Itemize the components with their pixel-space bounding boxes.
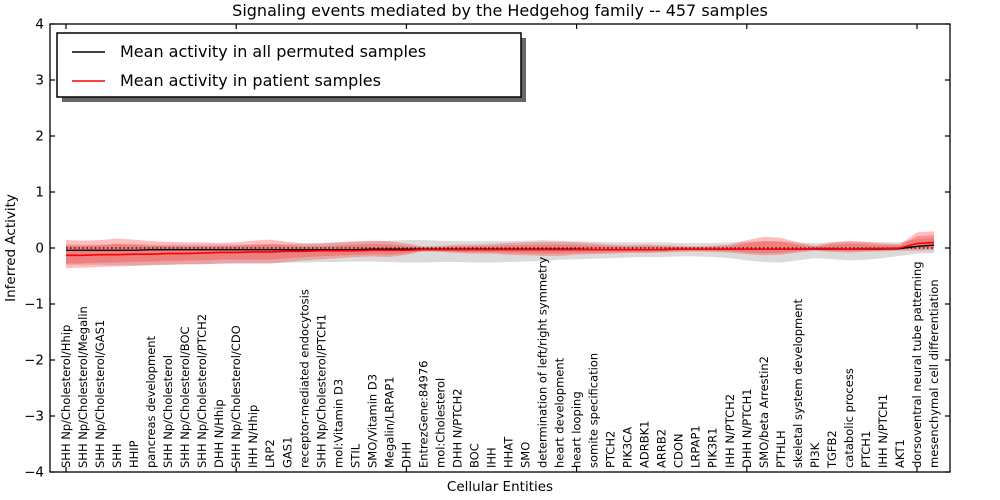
x-category-label: mesenchymal cell differentiation <box>927 279 941 468</box>
x-category-label: BOC <box>467 443 481 468</box>
x-category-label: SHH <box>110 443 124 468</box>
x-category-label: DHH N/PTCH1 <box>740 388 754 468</box>
x-category-label: GAS1 <box>280 437 294 468</box>
x-category-label: heart development <box>553 357 567 468</box>
x-category-label: SHH Np/Cholesterol/CDO <box>229 325 243 468</box>
x-category-label: ARRB2 <box>655 429 669 468</box>
y-tick-label: −4 <box>24 465 44 481</box>
x-category-label: PI3K <box>808 442 822 468</box>
legend-label-permuted: Mean activity in all permuted samples <box>120 42 426 61</box>
x-category-label: TGFB2 <box>825 430 839 469</box>
x-category-label: catabolic process <box>842 368 856 468</box>
x-category-label: HHIP <box>127 440 141 468</box>
x-category-label: PTCH2 <box>604 431 618 468</box>
x-category-label: CDON <box>672 433 686 468</box>
x-category-label: SHH Np/Cholesterol/GAS1 <box>93 320 107 468</box>
x-category-label: PTCH1 <box>859 431 873 468</box>
legend: Mean activity in all permuted samples Me… <box>56 32 526 102</box>
x-category-label: mol:Vitamin D3 <box>331 379 345 468</box>
x-category-label: SHH Np/Cholesterol/Hhip <box>59 325 73 468</box>
x-category-label: skeletal system development <box>791 298 805 468</box>
y-tick-label: 4 <box>35 17 44 33</box>
x-category-label: DHH <box>399 442 413 468</box>
x-category-label: Megalin/LRPAP1 <box>382 376 396 468</box>
x-category-label: SMO <box>519 442 533 468</box>
y-tick-label: 2 <box>35 129 44 145</box>
x-category-label: STIL <box>348 443 362 468</box>
x-category-label: LRPAP1 <box>689 425 703 468</box>
x-category-label: receptor-mediated endocytosis <box>297 289 311 468</box>
legend-box <box>56 32 522 98</box>
x-category-label: IHH N/PTCH2 <box>723 394 737 468</box>
x-category-label: mol:Cholesterol <box>433 378 447 468</box>
axis-ticks-layer <box>50 23 950 473</box>
x-category-label: determination of left/right symmetry <box>536 257 550 468</box>
x-category-label: somite specification <box>587 353 601 468</box>
x-category-label: PTHLH <box>774 430 788 468</box>
y-tick-label: −3 <box>24 409 44 425</box>
y-tick-label: −1 <box>24 297 44 313</box>
x-category-label: SHH Np/Cholesterol/Megalin <box>76 306 90 468</box>
x-category-label: ADRBK1 <box>638 421 652 468</box>
x-category-label: IHH N/PTCH1 <box>876 394 890 468</box>
x-category-label: DHH N/PTCH2 <box>450 388 464 468</box>
x-category-label: AKT1 <box>893 439 907 468</box>
x-category-label: SMO/beta Arrestin2 <box>757 356 771 468</box>
x-category-label: SHH Np/Cholesterol/PTCH2 <box>195 314 209 468</box>
x-category-label: DHH N/Hhip <box>212 399 226 468</box>
series-lines-layer <box>66 241 935 257</box>
permuted-sample-range-band <box>66 237 934 266</box>
x-category-label: dorsoventral neural tube patterning <box>910 261 924 468</box>
x-category-label: LRP2 <box>263 439 277 468</box>
x-category-labels-layer: SHH Np/Cholesterol/Hhip SHH Np/Cholestero… <box>59 257 941 469</box>
x-category-label: IHH N/Hhip <box>246 405 260 468</box>
chart-title: Signaling events mediated by the Hedgeho… <box>232 1 768 20</box>
y-tick-label: −2 <box>24 353 44 369</box>
x-category-label: IHH <box>484 447 498 468</box>
y-tick-labels-layer: 4 3 2 1 0 −1 −2 −3 −4 <box>24 17 44 481</box>
y-tick-label: 3 <box>35 73 44 89</box>
x-category-label: SHH Np/Cholesterol/PTCH1 <box>314 314 328 468</box>
x-category-label: EntrezGene:84976 <box>416 361 430 468</box>
x-category-label: PIK3R1 <box>706 428 720 469</box>
y-axis-label: Inferred Activity <box>3 194 19 302</box>
mean-patient-line <box>66 241 935 257</box>
x-category-label: SHH Np/Cholesterol/BOC <box>178 326 192 468</box>
legend-label-patient: Mean activity in patient samples <box>120 71 381 90</box>
y-tick-label: 1 <box>35 185 44 201</box>
x-category-label: HHAT <box>502 436 516 468</box>
x-category-label: PIK3CA <box>621 427 635 468</box>
x-category-label: pancreas development <box>144 335 158 468</box>
x-category-label: heart looping <box>570 391 584 468</box>
x-category-label: SHH Np/Cholesterol <box>161 355 175 468</box>
x-category-label: SMO/Vitamin D3 <box>365 374 379 468</box>
y-tick-label: 0 <box>35 241 44 257</box>
x-axis-label: Cellular Entities <box>447 479 553 495</box>
